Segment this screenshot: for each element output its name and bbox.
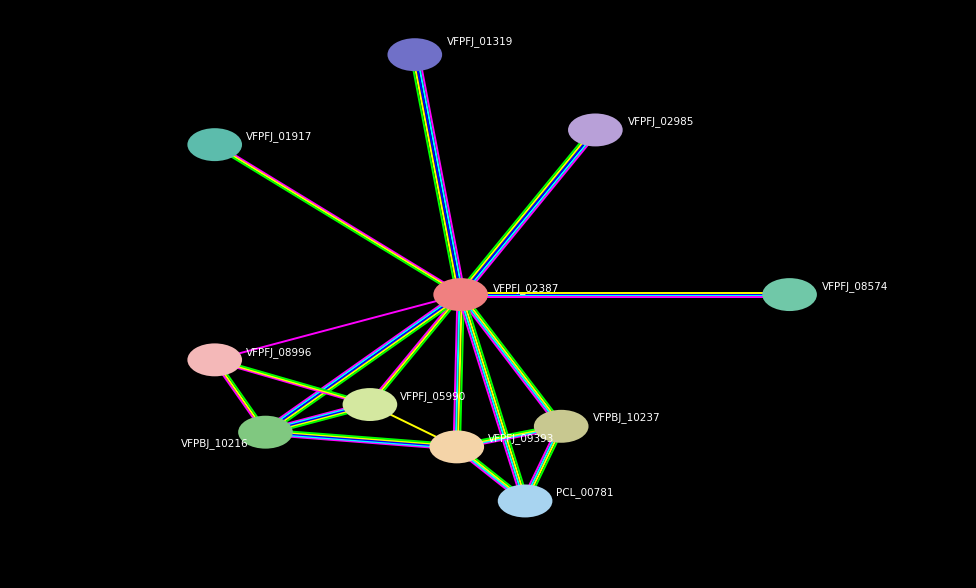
Circle shape — [568, 113, 623, 146]
Text: PCL_00781: PCL_00781 — [556, 487, 614, 498]
Circle shape — [387, 38, 442, 71]
Circle shape — [343, 388, 397, 421]
Circle shape — [498, 485, 552, 517]
Circle shape — [762, 278, 817, 311]
Circle shape — [238, 416, 293, 449]
Text: VFPFJ_09393: VFPFJ_09393 — [488, 433, 554, 443]
Circle shape — [433, 278, 488, 311]
Text: VFPFJ_08574: VFPFJ_08574 — [822, 281, 888, 292]
Text: VFPBJ_10216: VFPBJ_10216 — [181, 439, 249, 449]
Circle shape — [187, 128, 242, 161]
Circle shape — [187, 343, 242, 376]
Circle shape — [534, 410, 589, 443]
Text: VFPFJ_01319: VFPFJ_01319 — [447, 36, 513, 46]
Text: VFPFJ_01917: VFPFJ_01917 — [246, 131, 312, 142]
Circle shape — [429, 430, 484, 463]
Text: VFPFJ_08996: VFPFJ_08996 — [246, 348, 312, 358]
Text: VFPFJ_05990: VFPFJ_05990 — [400, 392, 467, 402]
Text: VFPFJ_02985: VFPFJ_02985 — [628, 116, 694, 127]
Text: VFPFJ_02387: VFPFJ_02387 — [493, 283, 559, 293]
Text: VFPBJ_10237: VFPBJ_10237 — [592, 412, 660, 423]
